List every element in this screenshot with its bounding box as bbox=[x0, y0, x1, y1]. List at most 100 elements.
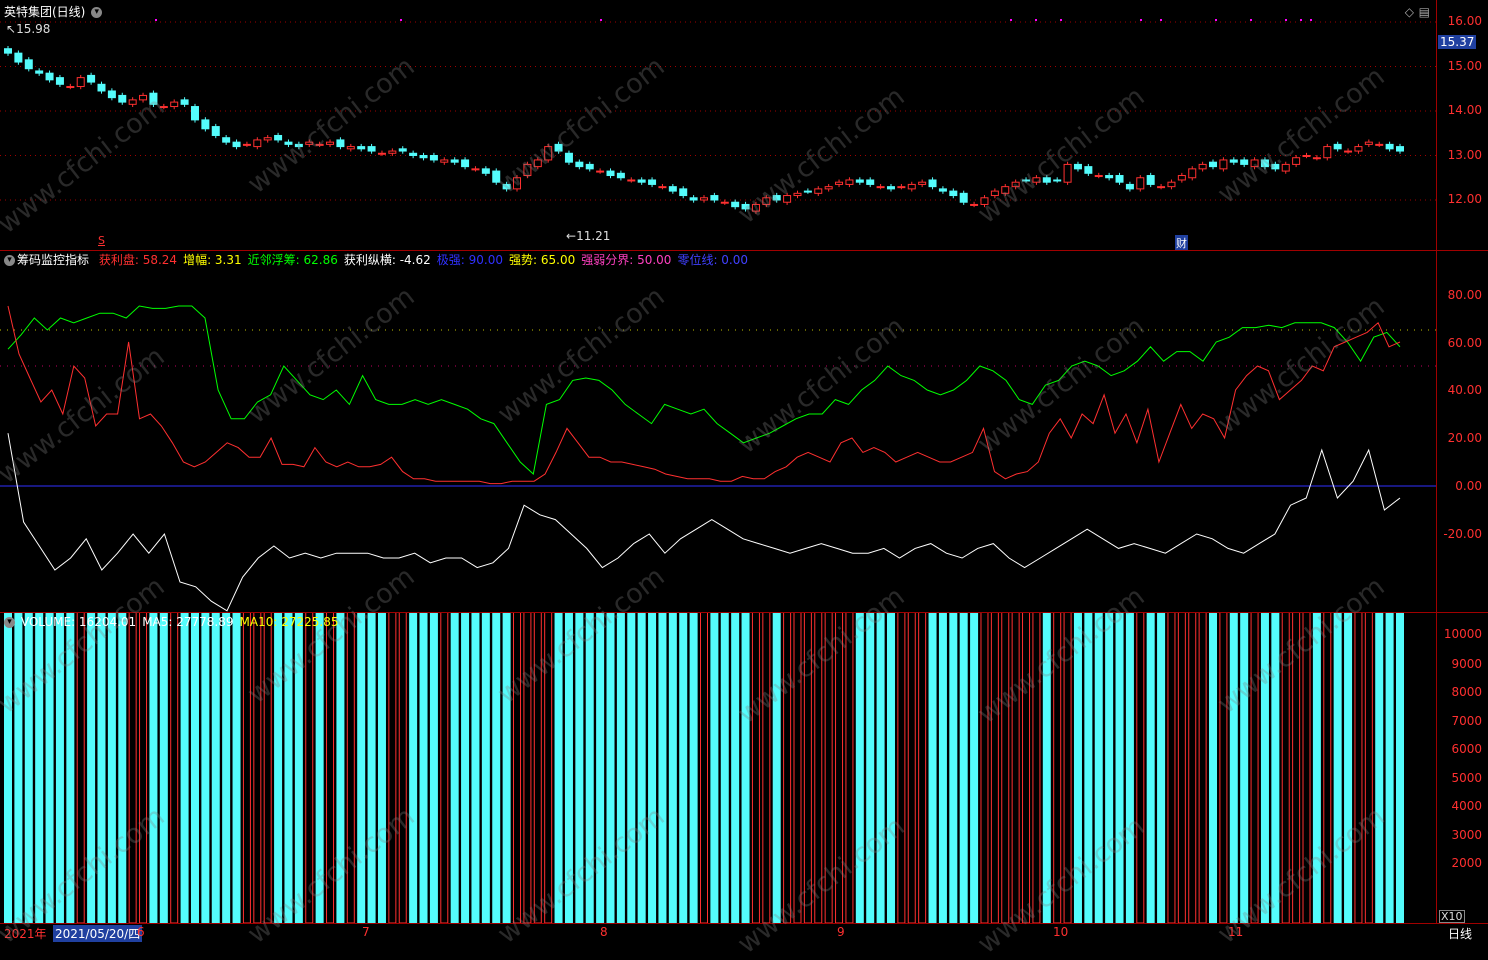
chevron-down-icon[interactable]: ▾ bbox=[4, 617, 15, 628]
price-header: 英特集团(日线) ▾ bbox=[4, 5, 108, 19]
candle-body bbox=[97, 83, 106, 92]
chevron-down-icon[interactable]: ▾ bbox=[91, 7, 103, 18]
volume-bar bbox=[845, 613, 854, 924]
candle-body bbox=[1177, 175, 1186, 181]
settings-icon[interactable]: ▤ bbox=[1418, 5, 1430, 19]
volume-bar bbox=[253, 613, 262, 924]
candle-body bbox=[689, 197, 698, 201]
low-price-label: ←11.21 bbox=[566, 229, 611, 243]
candle-body bbox=[409, 152, 418, 156]
candle-body bbox=[866, 179, 875, 185]
volume-bar bbox=[4, 613, 12, 924]
indicator-header: ▾ 筹码监控指标 获利盘: 58.24 增幅: 3.31 近邻浮筹: 62.86 获利纵… bbox=[4, 253, 754, 267]
volume-bar bbox=[523, 613, 532, 924]
volume-bar bbox=[1385, 613, 1394, 924]
volume-bar bbox=[1375, 613, 1384, 924]
indicator-panel[interactable]: ▾ 筹码监控指标 获利盘: 58.24 增幅: 3.31 近邻浮筹: 62.86 获利纵… bbox=[0, 250, 1436, 612]
chevron-down-icon[interactable]: ▾ bbox=[4, 255, 15, 266]
volume-bar bbox=[367, 613, 376, 924]
candle-body bbox=[388, 150, 397, 154]
legend-item: 极强: 90.00 bbox=[436, 253, 503, 267]
high-price-value: 15.98 bbox=[16, 22, 51, 36]
volume-bar bbox=[211, 613, 220, 924]
volume-bar bbox=[1198, 613, 1207, 924]
candle-body bbox=[1115, 175, 1124, 183]
candle-body bbox=[149, 92, 158, 105]
volume-bar bbox=[876, 613, 885, 924]
legend-item: 零位线: 0.00 bbox=[677, 253, 749, 267]
volume-bar bbox=[1302, 613, 1311, 924]
volume-bar bbox=[866, 613, 875, 924]
candlestick-chart[interactable] bbox=[0, 0, 1436, 250]
volume-bar bbox=[513, 613, 522, 924]
volume-panel[interactable]: ▾ VOLUME: 16204.01 MA5: 27778.89 MA10: 272… bbox=[0, 612, 1436, 924]
volume-bar bbox=[461, 613, 470, 924]
candle-body bbox=[793, 192, 802, 197]
volume-bar bbox=[949, 613, 958, 924]
candle-body bbox=[990, 190, 999, 197]
volume-unit: X10 bbox=[1439, 910, 1465, 923]
indicator-tick: 20.00 bbox=[1447, 431, 1482, 445]
candle-body bbox=[637, 179, 646, 183]
signal-dot bbox=[1215, 19, 1217, 21]
finance-marker[interactable]: 财 bbox=[1175, 235, 1188, 251]
period-label[interactable]: 日线 bbox=[1448, 927, 1473, 941]
candle-body bbox=[429, 155, 438, 161]
candle-body bbox=[284, 141, 293, 145]
candle-body bbox=[710, 195, 719, 201]
candle-body bbox=[222, 137, 231, 143]
volume-bar bbox=[346, 613, 355, 924]
candle-body bbox=[886, 186, 895, 190]
candle-body bbox=[1094, 175, 1103, 178]
month-label: 10 bbox=[1053, 925, 1069, 939]
candle-body bbox=[35, 70, 44, 74]
candle-body bbox=[544, 146, 553, 161]
candle-body bbox=[1375, 143, 1384, 146]
candle-body bbox=[1053, 179, 1062, 182]
volume-bar bbox=[492, 613, 501, 924]
indicator-chart[interactable] bbox=[0, 251, 1436, 613]
month-label: 11 bbox=[1228, 925, 1244, 939]
indicator-name[interactable]: 筹码监控指标 bbox=[17, 253, 90, 267]
volume-tick: 10000 bbox=[1443, 627, 1482, 641]
diamond-icon[interactable]: ◇ bbox=[1404, 5, 1414, 19]
volume-chart[interactable] bbox=[0, 613, 1436, 924]
candle-body bbox=[315, 143, 324, 146]
candle-body bbox=[1281, 163, 1290, 172]
volume-bar bbox=[824, 613, 833, 924]
candle-body bbox=[367, 146, 376, 152]
candle-body bbox=[845, 179, 854, 185]
candle-body bbox=[575, 161, 584, 168]
candle-body bbox=[201, 119, 210, 130]
candle-body bbox=[326, 141, 335, 145]
volume-bar bbox=[741, 613, 750, 924]
volume-bar bbox=[1260, 613, 1269, 924]
volume-bar bbox=[76, 613, 85, 924]
volume-bar bbox=[24, 613, 33, 924]
candle-body bbox=[897, 186, 906, 189]
candle-body bbox=[398, 148, 407, 152]
candle-body bbox=[357, 146, 366, 150]
price-panel[interactable]: 英特集团(日线) ▾ ◇ ▤ ↖15.98 ←11.21 S 财 bbox=[0, 0, 1436, 251]
candle-body bbox=[190, 106, 199, 121]
volume-bar bbox=[1042, 613, 1051, 924]
volume-bar bbox=[315, 613, 324, 924]
signal-dot bbox=[1285, 19, 1287, 21]
profit-line bbox=[7, 305, 1401, 485]
candle-body bbox=[1250, 159, 1259, 168]
cursor-date: 2021/05/20/四 bbox=[53, 925, 143, 942]
volume-bar bbox=[907, 613, 916, 924]
candle-body bbox=[700, 197, 708, 201]
volume-tick: 2000 bbox=[1451, 856, 1482, 870]
volume-tick: 5000 bbox=[1451, 771, 1482, 785]
signal-dot bbox=[1035, 19, 1037, 21]
volume-bar bbox=[803, 613, 812, 924]
candle-body bbox=[377, 152, 386, 155]
volume-bar bbox=[980, 613, 989, 924]
volume-bar bbox=[959, 613, 968, 924]
candle-body bbox=[1271, 163, 1280, 170]
candle-body bbox=[471, 168, 480, 171]
legend-item: MA10: 27225.85 bbox=[239, 615, 339, 629]
candle-body bbox=[139, 94, 148, 101]
volume-bar bbox=[201, 613, 210, 924]
